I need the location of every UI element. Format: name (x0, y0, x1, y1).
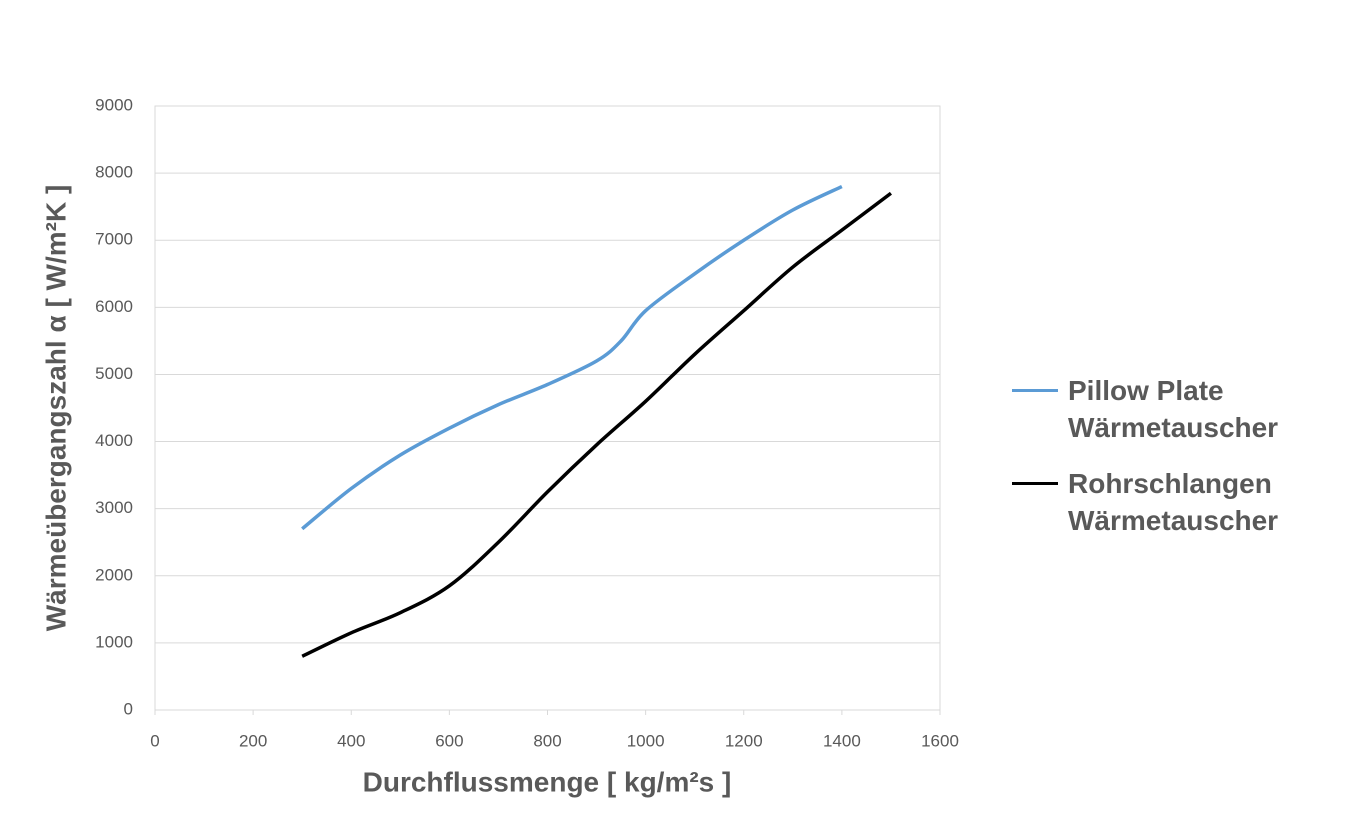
legend-label: Pillow Plate Wärmetauscher (1068, 375, 1279, 443)
x-tick-label: 0 (150, 731, 159, 750)
x-tick-label: 200 (239, 731, 267, 750)
y-tick-label: 9000 (95, 95, 133, 114)
y-tick-label: 7000 (95, 230, 133, 249)
x-axis-title: Durchflussmenge [ kg/m²s ] (363, 766, 732, 797)
y-tick-label: 3000 (95, 498, 133, 517)
series-line (301, 191, 892, 658)
y-tick-label: 8000 (95, 163, 133, 182)
y-tick-label: 1000 (95, 632, 133, 651)
legend-item: Pillow Plate Wärmetauscher (1012, 372, 1318, 446)
x-tick-label: 1400 (823, 731, 861, 750)
legend-item: Rohrschlangen Wärmetauscher (1012, 465, 1318, 539)
y-tick-label: 0 (124, 699, 133, 718)
y-axis-title: Wärmeübergangszahl α [ W/m²K ] (40, 185, 71, 632)
x-tick-label: 600 (435, 731, 463, 750)
y-tick-label: 2000 (95, 565, 133, 584)
series-line (301, 184, 843, 531)
x-tick-label: 800 (533, 731, 561, 750)
y-tick-label: 4000 (95, 431, 133, 450)
x-tick-label: 400 (337, 731, 365, 750)
x-tick-label: 1000 (627, 731, 665, 750)
legend-swatch (1012, 482, 1058, 485)
legend-swatch (1012, 389, 1058, 392)
x-tick-label: 1600 (921, 731, 959, 750)
y-tick-label: 6000 (95, 297, 133, 316)
x-tick-label: 1200 (725, 731, 763, 750)
legend-label: Rohrschlangen Wärmetauscher (1068, 468, 1279, 536)
y-tick-label: 5000 (95, 364, 133, 383)
